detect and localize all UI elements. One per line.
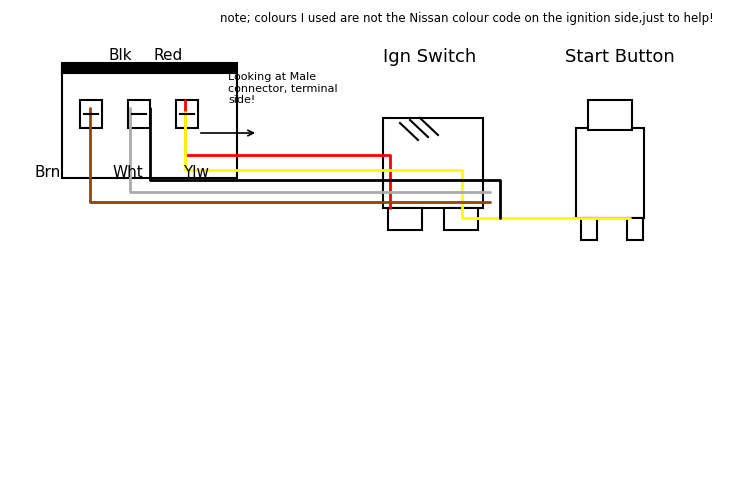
Bar	[576, 128, 644, 218]
Text: note; colours I used are not the Nissan colour code on the ignition side,just to: note; colours I used are not the Nissan …	[220, 12, 714, 25]
Bar	[128, 100, 150, 128]
Bar	[388, 208, 422, 230]
Bar	[588, 100, 632, 130]
Bar	[581, 218, 597, 240]
Bar	[444, 208, 478, 230]
Text: Wht: Wht	[113, 165, 144, 180]
Bar	[62, 63, 237, 73]
Text: Looking at Male
connector, terminal
side!: Looking at Male connector, terminal side…	[228, 72, 338, 105]
Bar	[383, 118, 483, 208]
Text: Red: Red	[153, 48, 183, 63]
Text: Blk: Blk	[108, 48, 132, 63]
Text: Brn: Brn	[35, 165, 61, 180]
Text: Start Button: Start Button	[565, 48, 675, 66]
Bar	[627, 218, 643, 240]
Bar	[80, 100, 102, 128]
Bar	[62, 68, 237, 178]
Bar	[176, 100, 198, 128]
Text: Ylw: Ylw	[183, 165, 209, 180]
Text: Ign Switch: Ign Switch	[384, 48, 477, 66]
